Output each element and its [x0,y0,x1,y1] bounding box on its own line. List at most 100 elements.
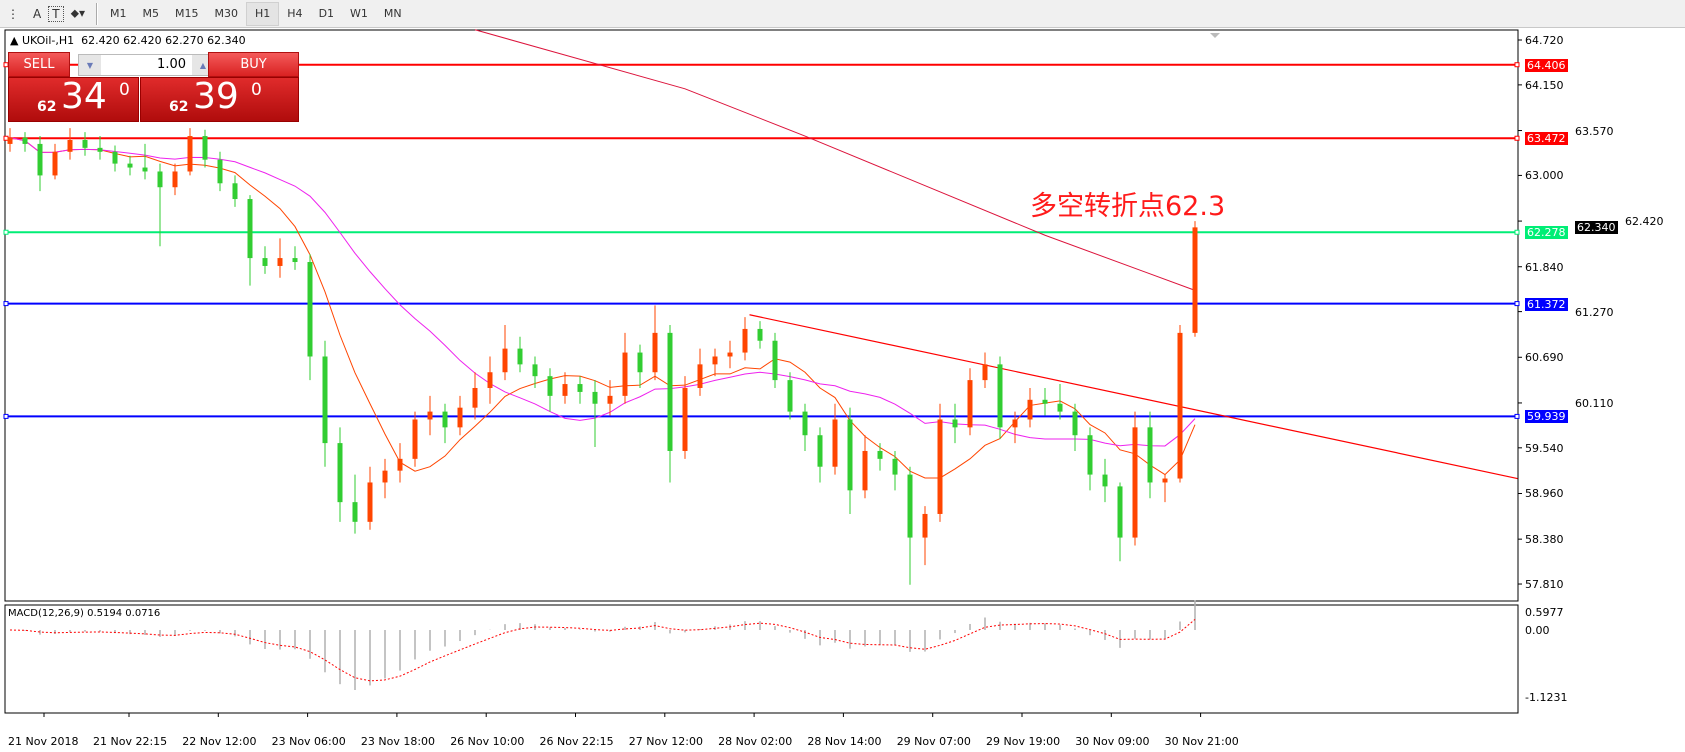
time-tick-label: 26 Nov 10:00 [450,735,525,748]
candle-body [922,513,928,538]
candle-body [1177,332,1183,479]
ohlc-values: 62.420 62.420 62.270 62.340 [81,34,246,47]
line-handle [3,413,9,419]
candle-body [142,167,148,172]
chart-window[interactable] [0,28,1685,752]
lot-stepper[interactable]: ▼ 1.00 ▲ [78,54,215,76]
time-tick-label: 28 Nov 14:00 [807,735,882,748]
time-tick-label: 26 Nov 22:15 [539,735,614,748]
buy-price-big: 39 [193,77,239,117]
candle-body [1147,427,1153,483]
time-tick-label: 21 Nov 22:15 [93,735,168,748]
candle-body [832,419,838,467]
buy-price-pip: 0 [251,80,262,100]
candle-body [757,328,763,341]
candle-body [97,147,103,152]
chart-shift-marker [1210,33,1220,38]
time-tick-label: 28 Nov 02:00 [718,735,793,748]
price-tick-label: 63.570 [1575,124,1614,138]
candle-body [742,328,748,353]
arrows-icon[interactable]: ⬥▾ [70,6,85,20]
price-tick-label: 58.380 [1525,533,1564,547]
time-tick-label: 29 Nov 07:00 [896,735,971,748]
candle-body [7,137,13,144]
price-tick-label: 64.720 [1525,34,1564,47]
candle-body [442,411,448,428]
candle-body [487,372,493,388]
candle-body [772,340,778,381]
candle-body [532,364,538,377]
ma-fast-line [9,137,1196,479]
price-tick-label: 59.540 [1525,441,1564,455]
candle-body [982,364,988,381]
buy-button[interactable]: BUY [208,52,299,77]
candle-body [502,348,508,373]
chart-canvas[interactable] [0,28,1685,752]
lot-decrease-icon[interactable]: ▼ [79,55,101,75]
candle-body [712,356,718,365]
horizontal-line-price-tag: 64.406 [1525,58,1568,72]
candle-body [967,380,973,428]
macd-label: MACD(12,26,9) 0.5194 0.0716 [8,608,161,619]
sell-price[interactable]: 62 34 0 [8,77,139,122]
candle-body [307,262,313,357]
candle-body [682,387,688,451]
timeframe-m30[interactable]: M30 [214,7,239,20]
candle-body [1072,411,1078,436]
timeframe-m1[interactable]: M1 [110,7,127,20]
candle-body [592,391,598,404]
periods-icon[interactable]: ⋮ [7,6,19,21]
time-tick-label: 29 Nov 19:00 [986,735,1061,748]
timeframe-m15[interactable]: M15 [175,7,199,20]
chart-info: ▲ UKOil-,H1 62.420 62.420 62.270 62.340 [10,34,246,47]
candle-body [352,502,358,522]
price-tick-label: 60.690 [1525,351,1564,365]
candle-body [1102,474,1108,487]
price-tick-label: 57.810 [1525,578,1564,592]
sell-price-big: 34 [61,77,107,117]
candle-body [637,352,643,373]
timeframe-m5[interactable]: M5 [142,7,160,20]
line-handle [1514,229,1520,235]
candle-body [562,384,568,396]
candle-body [547,376,553,396]
candle-body [157,171,163,188]
time-tick-label: 22 Nov 12:00 [182,735,257,748]
toolbar: ⋮ A T ⬥▾ M1 M5 M15 M30 H1 H4 D1 W1 MN [0,0,1685,28]
timeframe-mn[interactable]: MN [383,7,402,20]
macd-tick-label: -1.1231 [1525,691,1568,704]
candle-body [892,458,898,475]
candle-body [952,419,958,428]
timeframe-h4[interactable]: H4 [287,7,303,20]
buy-price[interactable]: 62 39 0 [140,77,299,122]
text-label-icon[interactable]: T [48,5,64,22]
sell-button[interactable]: SELL [8,52,70,77]
candle-body [247,199,253,259]
candle-body [1027,399,1033,420]
lot-input[interactable]: 1.00 [157,57,186,72]
candle-body [172,171,178,188]
timeframe-bar: M1 M5 M15 M30 H1 H4 D1 W1 MN [102,1,410,26]
line-handle [1514,135,1520,141]
candle-body [472,387,478,408]
macd-tick-label: 0.00 [1525,624,1550,637]
candle-body [187,136,193,172]
candle-body [517,348,523,365]
candle-body [52,151,58,176]
price-tick-label: 63.000 [1525,169,1564,183]
sell-price-pip: 0 [119,80,130,100]
text-icon[interactable]: A [33,6,42,21]
candle-body [937,419,943,514]
macd-signal-line [9,618,1196,682]
line-handle [1514,413,1520,419]
toolbar-separator [96,2,98,25]
candle-body [652,332,658,373]
time-tick-label: 21 Nov 2018 [8,735,79,748]
candle-body [1012,419,1018,428]
timeframe-d1[interactable]: D1 [318,7,335,20]
candle-body [802,411,808,436]
candle-body [427,411,433,420]
horizontal-line-price-tag: 61.372 [1525,297,1568,311]
timeframe-h1[interactable]: H1 [246,1,280,26]
timeframe-w1[interactable]: W1 [350,7,368,20]
